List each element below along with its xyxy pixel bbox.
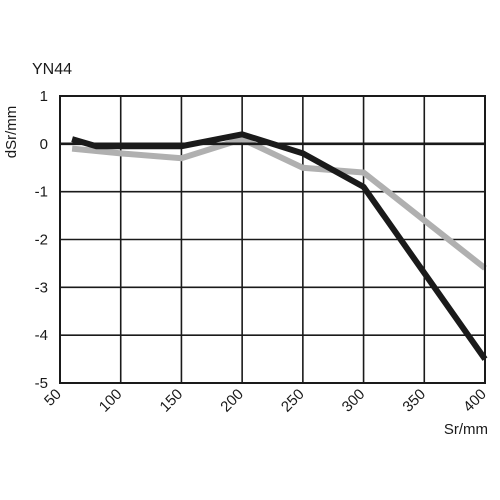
- x-tick-label: 400: [460, 386, 490, 416]
- x-axis-title: Sr/mm: [444, 421, 488, 438]
- y-axis-title: dSr/mm: [3, 106, 20, 159]
- x-tick-label: 100: [96, 386, 126, 416]
- x-tick-label: 350: [399, 386, 429, 416]
- x-tick-label: 200: [217, 386, 247, 416]
- series-group: [71, 131, 488, 361]
- series-line-2: [71, 135, 487, 271]
- y-tick-label: -3: [35, 279, 48, 296]
- x-tick-label: 300: [339, 386, 369, 416]
- y-tick-label: 0: [40, 136, 48, 153]
- y-tick-label: 1: [40, 88, 48, 105]
- y-tick-label: -1: [35, 184, 48, 201]
- y-tick-labels: 1 0 -1 -2 -3 -4 -5: [35, 88, 48, 392]
- x-tick-label: 150: [157, 386, 187, 416]
- y-tick-label: -5: [35, 375, 48, 392]
- x-tick-label: 250: [278, 386, 308, 416]
- y-tick-label: -2: [35, 232, 48, 249]
- series-line-1: [71, 131, 488, 361]
- grid: [60, 96, 485, 383]
- y-tick-label: -4: [35, 327, 48, 344]
- plot-frame: [59, 95, 486, 384]
- plot-frame-group: [59, 95, 486, 384]
- chart-title: YN44: [32, 61, 72, 78]
- x-tick-labels: 50 100 150 200 250 300 350 400: [41, 386, 490, 416]
